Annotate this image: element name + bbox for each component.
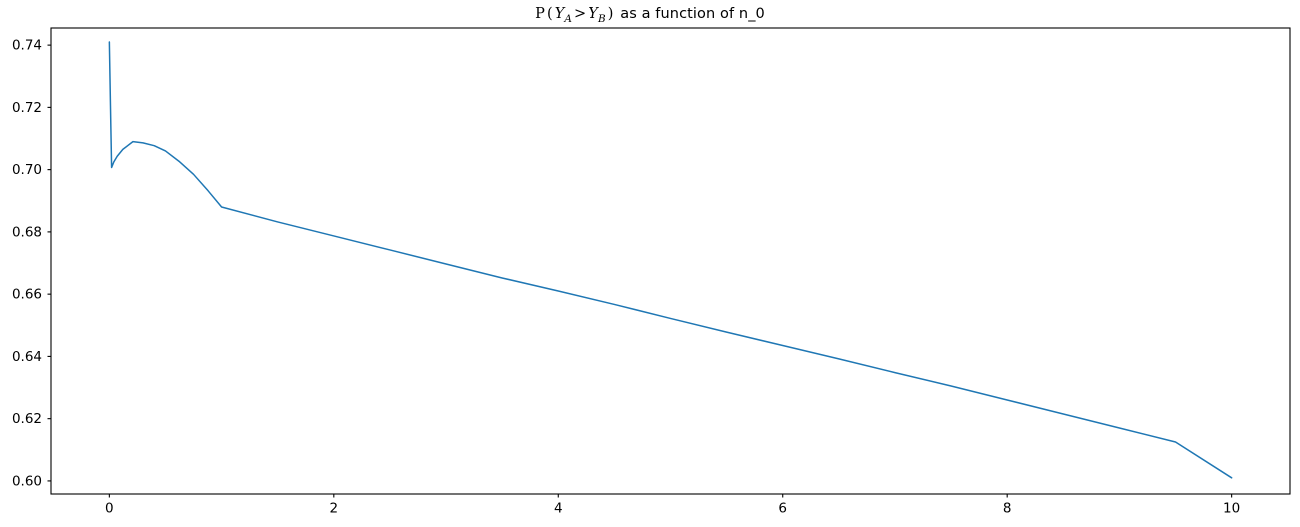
- x-tick-label: 2: [330, 501, 339, 517]
- title-suffix: as a function of n_0: [615, 6, 765, 22]
- x-tick-label: 10: [1223, 501, 1240, 517]
- y-tick-label: 0.62: [12, 411, 42, 427]
- title-close-paren: ): [607, 6, 614, 22]
- y-tick-label: 0.60: [12, 473, 42, 489]
- y-axis-ticks: 0.60 0.62 0.64 0.66 0.68 0.70 0.72 0.74: [12, 38, 51, 489]
- y-tick-label: 0.64: [12, 349, 42, 365]
- title-relation: >: [574, 6, 587, 22]
- title-y-b: Y: [588, 6, 598, 22]
- chart-title: P(YA > YB) as a function of n_0: [0, 6, 1300, 25]
- y-tick-label: 0.72: [12, 100, 42, 116]
- line-series-probability: [108, 41, 1233, 479]
- data-series-group: [108, 41, 1233, 479]
- y-tick-label: 0.70: [12, 162, 42, 178]
- x-tick-label: 8: [1003, 501, 1012, 517]
- x-axis-ticks: 0 2 4 6 8 10: [105, 494, 1240, 517]
- y-tick-label: 0.66: [12, 287, 42, 303]
- axes-area: [50, 27, 1291, 495]
- title-y-a: Y: [554, 6, 565, 22]
- title-sub-a: A: [564, 12, 573, 25]
- title-sub-b: B: [597, 12, 606, 25]
- x-tick-label: 0: [105, 501, 114, 517]
- y-tick-label: 0.74: [12, 38, 42, 54]
- probability-symbol: P: [535, 6, 545, 22]
- title-open-paren: (: [546, 6, 553, 22]
- x-tick-label: 4: [554, 501, 563, 517]
- x-tick-label: 6: [778, 501, 787, 517]
- y-tick-label: 0.68: [12, 224, 42, 240]
- plot-background: [51, 28, 1290, 494]
- axes-spines: [50, 27, 1291, 495]
